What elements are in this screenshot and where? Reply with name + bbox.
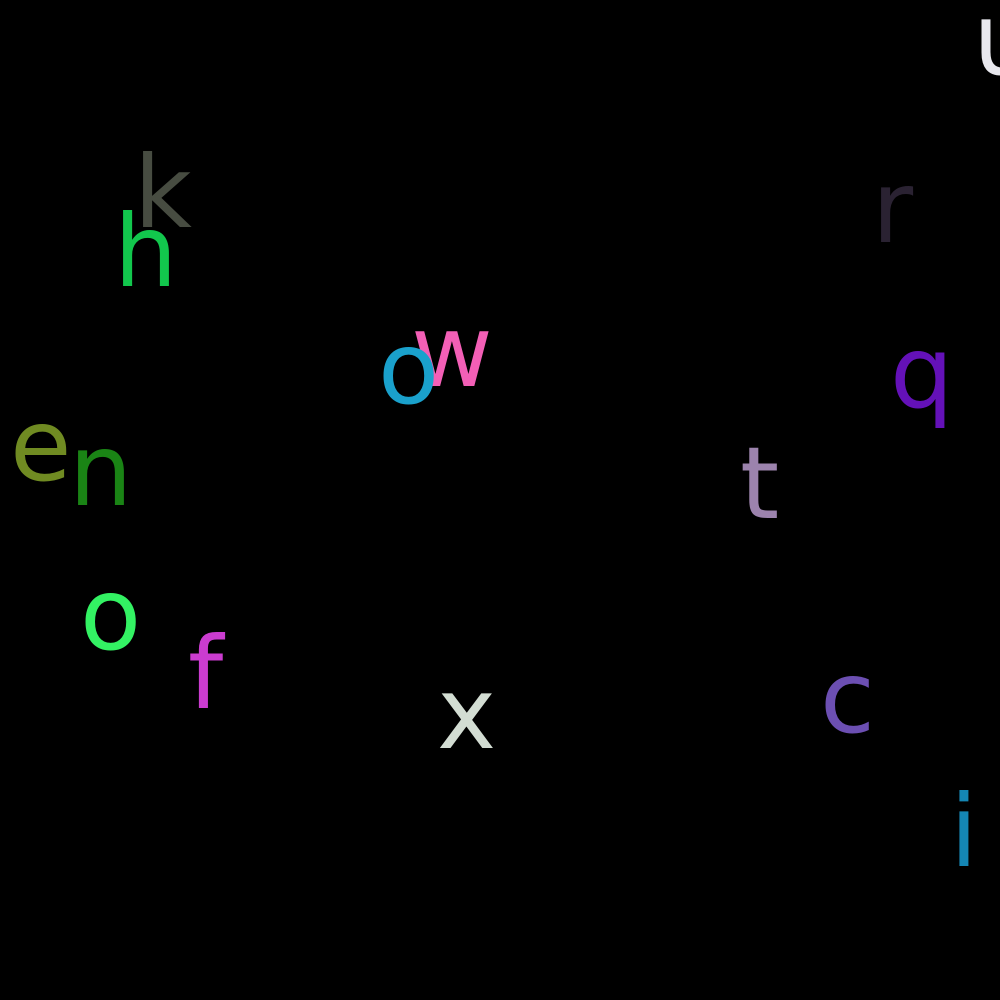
letter-o: o [378, 310, 440, 427]
letter-w: w [411, 293, 493, 410]
letter-r: r [872, 149, 914, 266]
letter-c: c [820, 639, 875, 756]
letter-e: e [10, 387, 72, 504]
letter-x: x [437, 655, 497, 772]
letter-f: f [188, 615, 224, 732]
letter-n: n [69, 412, 133, 529]
letter-q: q [890, 314, 954, 431]
letter-h: h [114, 193, 178, 310]
letter-k: k [134, 134, 192, 251]
letter-o: o [80, 556, 142, 673]
letter-t: t [740, 425, 780, 542]
letter-u: u [973, 0, 1000, 90]
letter-i: i [950, 773, 978, 890]
